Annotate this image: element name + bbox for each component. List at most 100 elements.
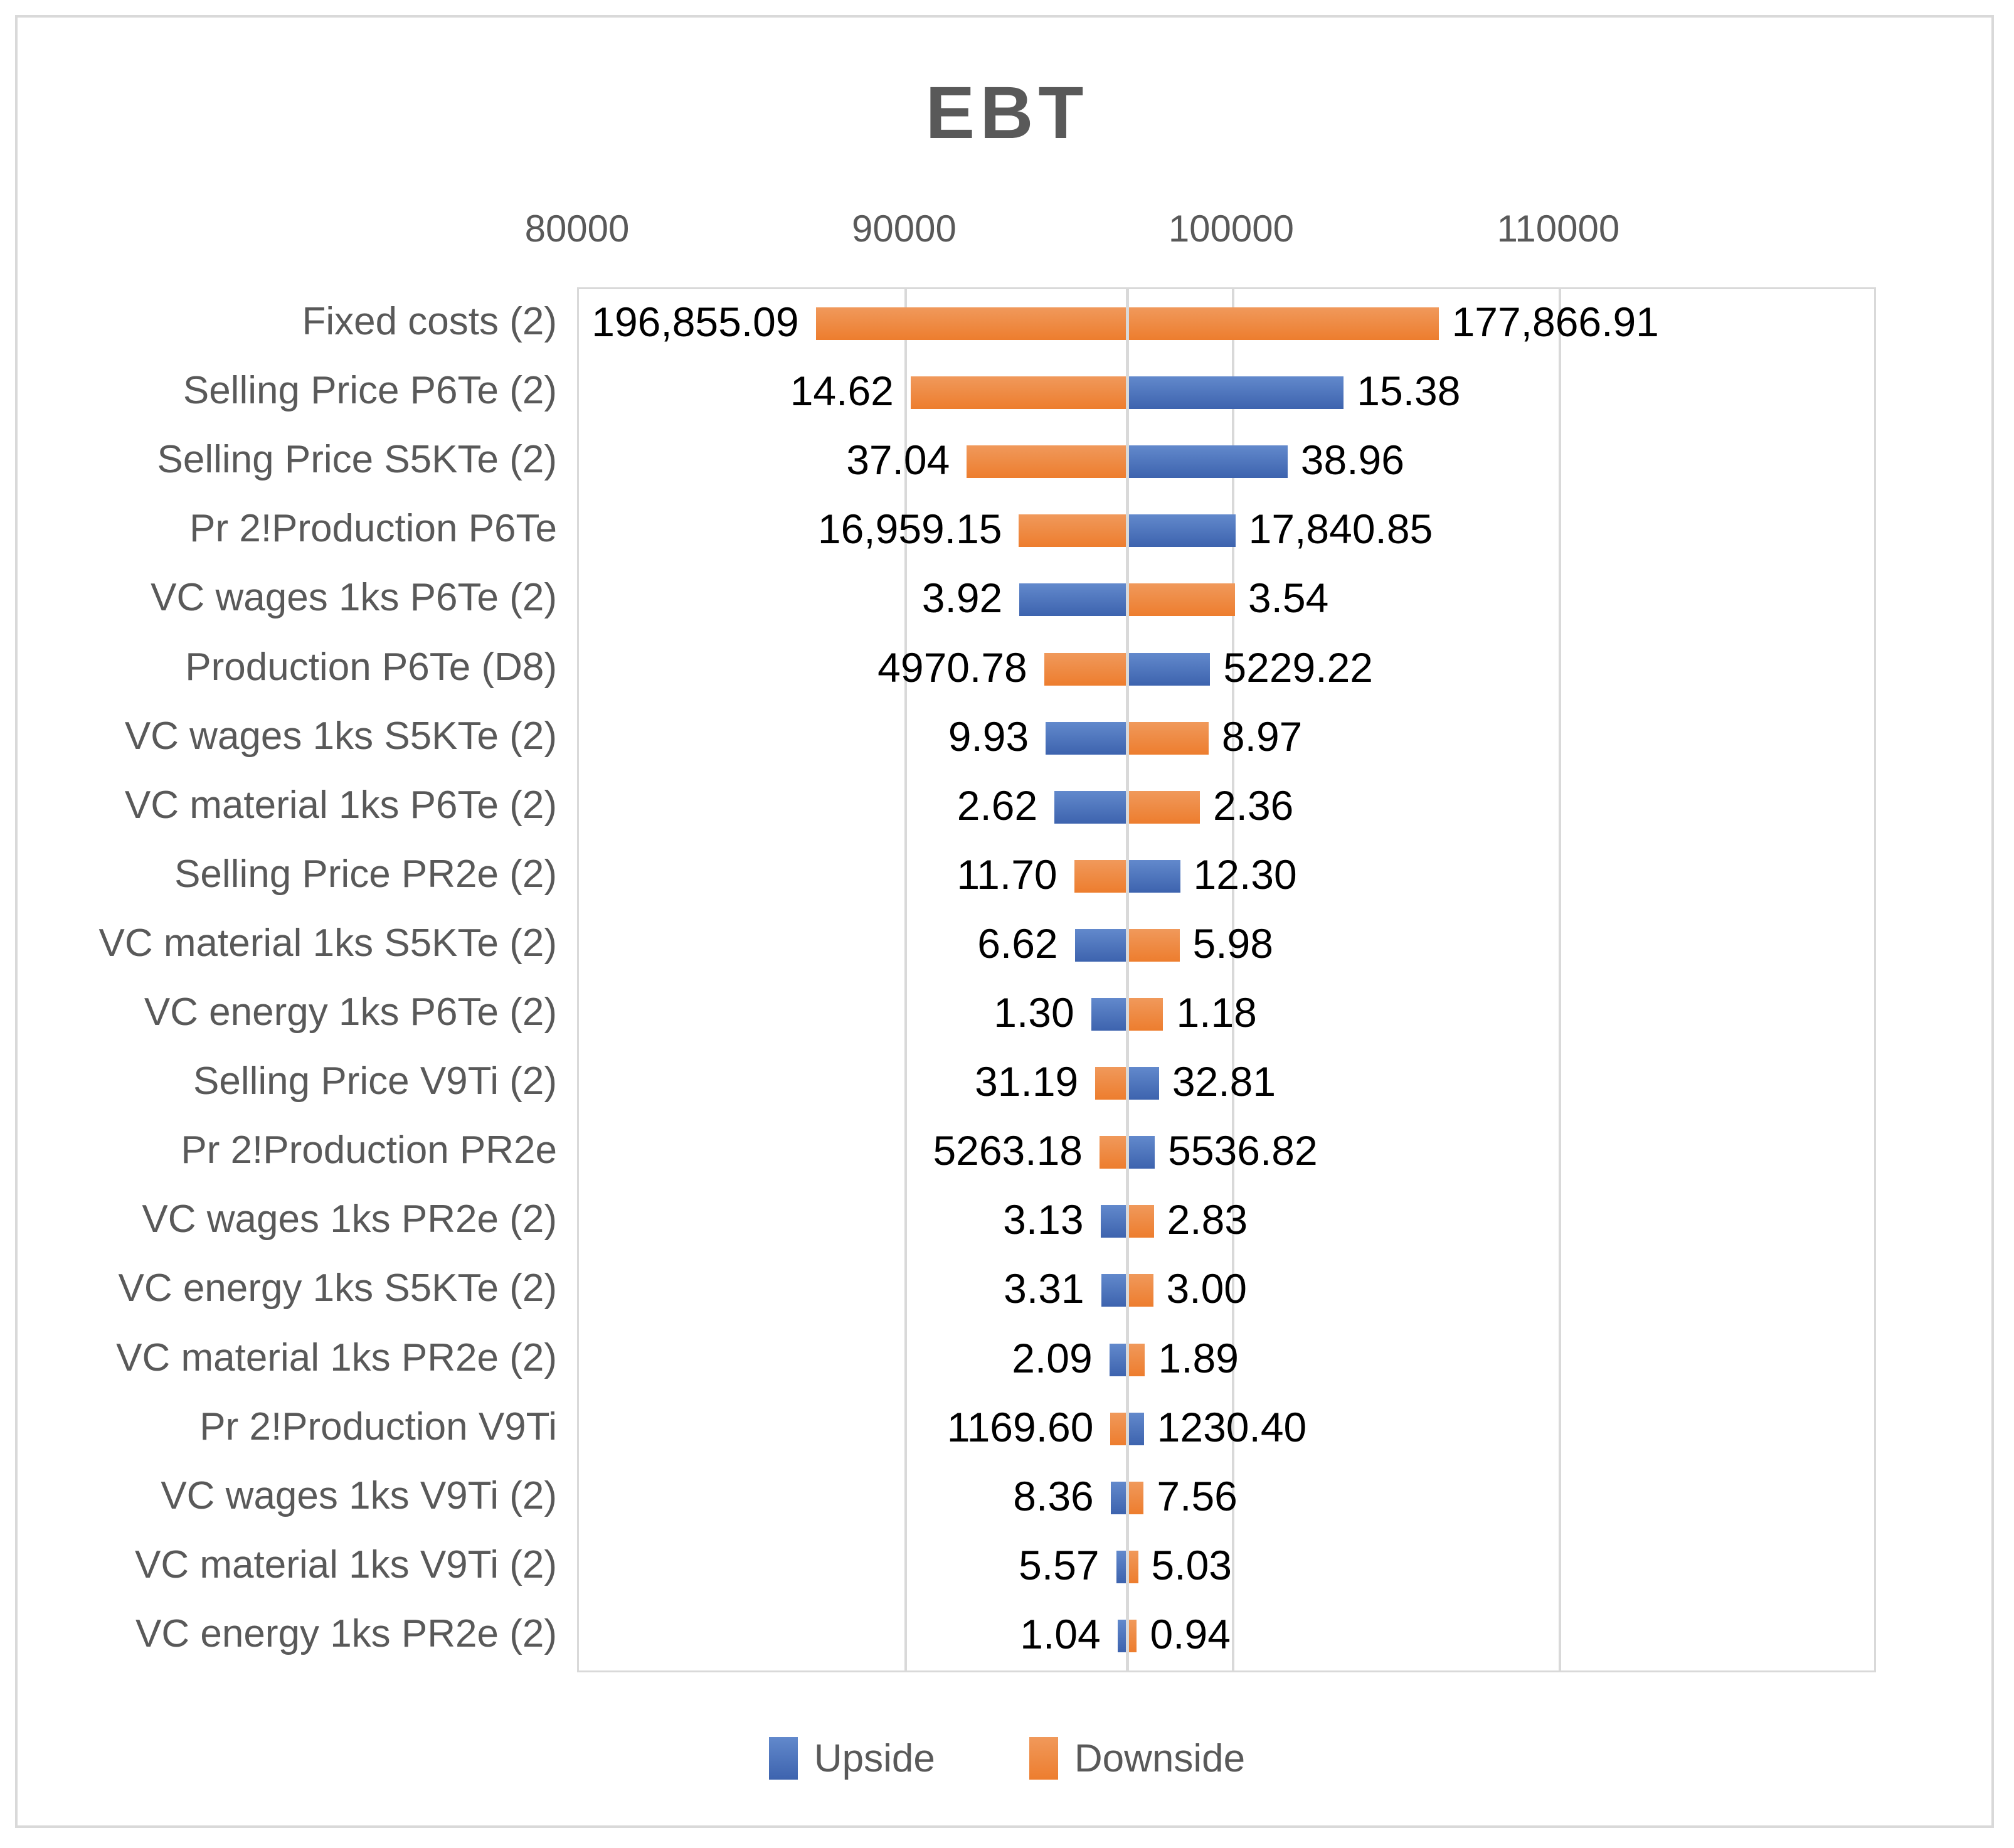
- category-label: Selling Price V9Ti (2): [193, 1059, 557, 1103]
- value-label-right: 3.00: [1166, 1265, 1247, 1312]
- bar-upside-segment: [1127, 376, 1344, 410]
- bar-downside-segment: [815, 307, 1128, 341]
- bar-downside-segment: [910, 376, 1128, 410]
- category-label: VC material 1ks P6Te (2): [124, 783, 557, 827]
- legend-item-downside: Downside: [1029, 1736, 1245, 1781]
- category-label: Fixed costs (2): [302, 300, 557, 343]
- bar-upside-segment: [1116, 1550, 1128, 1583]
- value-label-right: 7.56: [1157, 1472, 1238, 1519]
- bar-upside-segment: [1101, 1274, 1128, 1307]
- category-label: VC energy 1ks S5KTe (2): [118, 1267, 557, 1310]
- bar-downside-segment: [1019, 514, 1128, 548]
- value-label-right: 5536.82: [1168, 1127, 1318, 1174]
- bar-downside-segment: [1127, 928, 1180, 962]
- category-axis-labels: Fixed costs (2) Selling Price P6Te (2) Sel…: [0, 287, 557, 1669]
- bar-downside-segment: [1100, 1136, 1128, 1169]
- value-label-left: 31.19: [975, 1058, 1079, 1105]
- value-label-right: 8.97: [1221, 713, 1303, 760]
- value-label-left: 37.04: [846, 437, 950, 484]
- value-label-right: 15.38: [1357, 368, 1461, 415]
- value-label-right: 1.18: [1176, 989, 1257, 1036]
- category-label: VC wages 1ks S5KTe (2): [124, 714, 557, 758]
- value-label-right: 32.81: [1172, 1058, 1276, 1105]
- bar-downside-segment: [1074, 859, 1128, 893]
- bar-downside-segment: [1127, 1550, 1138, 1583]
- bar-downside-segment: [1095, 1067, 1128, 1100]
- bar-upside-segment: [1117, 1619, 1128, 1652]
- value-label-left: 5.57: [1019, 1541, 1100, 1588]
- value-label-right: 5.98: [1192, 920, 1273, 967]
- bar-upside-segment: [1127, 859, 1180, 893]
- bar-upside-segment: [1127, 445, 1288, 479]
- value-label-left: 1.04: [1020, 1610, 1101, 1657]
- category-label: Selling Price S5KTe (2): [157, 438, 558, 482]
- bar-upside-segment: [1110, 1481, 1128, 1514]
- bar-upside-segment: [1109, 1343, 1128, 1376]
- category-label: Selling Price P6Te (2): [183, 369, 557, 413]
- value-label-right: 2.36: [1212, 782, 1294, 829]
- bar-upside-segment: [1127, 514, 1236, 548]
- value-label-right: 3.54: [1248, 575, 1329, 622]
- legend-label: Downside: [1074, 1736, 1246, 1780]
- value-label-left: 11.70: [957, 851, 1057, 898]
- bar-downside-segment: [1127, 998, 1163, 1031]
- bar-downside-segment: [1127, 583, 1235, 617]
- value-label-right: 2.83: [1167, 1196, 1248, 1243]
- category-label: Pr 2!Production P6Te: [189, 507, 557, 551]
- bar-downside-segment: [1127, 721, 1209, 755]
- bar-upside-segment: [1127, 1136, 1155, 1169]
- x-axis-tick-label: 110000: [1497, 208, 1620, 250]
- value-label-right: 38.96: [1300, 437, 1404, 484]
- bar-downside-segment: [1127, 307, 1439, 341]
- value-label-left: 16,959.15: [817, 506, 1002, 553]
- legend-marker-upside-icon: [768, 1737, 798, 1780]
- x-axis: 80000 90000 100000 110000: [0, 207, 2014, 257]
- category-label: VC energy 1ks PR2e (2): [135, 1612, 557, 1655]
- category-label: VC material 1ks S5KTe (2): [98, 921, 557, 965]
- value-label-left: 1.30: [994, 989, 1074, 1036]
- x-axis-tick-label: 80000: [524, 208, 630, 250]
- bar-downside-segment: [1127, 1619, 1137, 1652]
- bar-upside-segment: [1054, 790, 1128, 824]
- value-label-left: 2.62: [957, 782, 1038, 829]
- category-label: Production P6Te (D8): [185, 645, 557, 689]
- bar-upside-segment: [1127, 1067, 1159, 1100]
- value-label-left: 3.13: [1003, 1196, 1084, 1243]
- bar-upside-segment: [1127, 652, 1211, 686]
- value-label-right: 12.30: [1193, 851, 1297, 898]
- bar-upside-segment: [1091, 998, 1128, 1031]
- legend: Upside Downside: [0, 1724, 2014, 1793]
- value-label-left: 9.93: [948, 713, 1029, 760]
- value-label-right: 1.89: [1158, 1334, 1239, 1381]
- value-label-right: 1230.40: [1157, 1403, 1307, 1450]
- value-label-left: 5263.18: [933, 1127, 1083, 1174]
- category-label: Pr 2!Production PR2e: [181, 1128, 557, 1172]
- value-label-left: 3.92: [921, 575, 1003, 622]
- category-label: Selling Price PR2e (2): [174, 852, 557, 896]
- value-label-left: 2.09: [1012, 1334, 1093, 1381]
- value-label-right: 5229.22: [1223, 644, 1373, 691]
- bar-downside-segment: [1127, 790, 1200, 824]
- x-axis-tick-label: 90000: [852, 208, 957, 250]
- category-label: Pr 2!Production V9Ti: [199, 1405, 557, 1448]
- gridline: [904, 289, 908, 1670]
- value-label-left: 8.36: [1013, 1472, 1094, 1519]
- bar-upside-segment: [1046, 721, 1128, 755]
- plot-area: [577, 287, 1876, 1672]
- gridline: [1559, 289, 1562, 1670]
- value-label-right: 5.03: [1151, 1541, 1232, 1588]
- bar-downside-segment: [1127, 1481, 1144, 1514]
- category-label: VC wages 1ks P6Te (2): [151, 576, 557, 620]
- bar-downside-segment: [1044, 652, 1128, 686]
- value-label-left: 196,855.09: [591, 299, 799, 345]
- bar-downside-segment: [1127, 1274, 1153, 1307]
- category-axis-line: [1125, 289, 1129, 1670]
- x-axis-tick-label: 100000: [1168, 208, 1295, 250]
- legend-item-upside: Upside: [768, 1736, 935, 1781]
- bar-upside-segment: [1127, 1412, 1144, 1445]
- legend-marker-downside-icon: [1029, 1737, 1058, 1780]
- bar-upside-segment: [1074, 928, 1128, 962]
- category-label: VC wages 1ks V9Ti (2): [161, 1474, 557, 1517]
- bar-downside-segment: [967, 445, 1128, 479]
- value-label-left: 3.31: [1004, 1265, 1084, 1312]
